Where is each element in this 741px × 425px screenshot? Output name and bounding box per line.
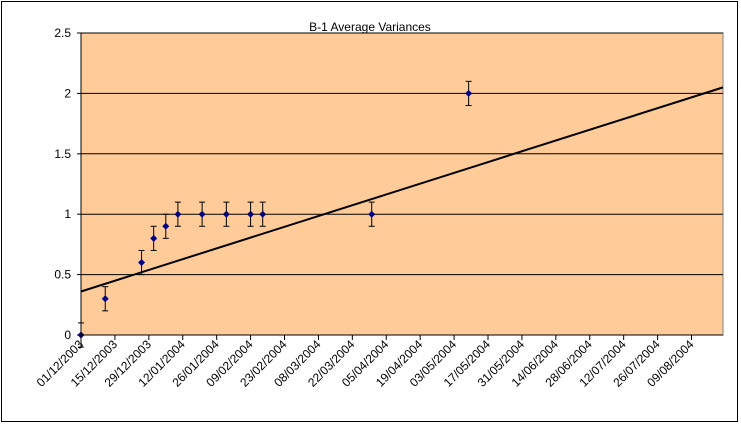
data-point [138, 259, 146, 267]
y-tick-label: 1 [64, 207, 71, 221]
data-point [222, 210, 230, 218]
y-tick-label: 2 [64, 86, 71, 100]
xtick-layer: 01/12/200315/12/200329/12/200312/01/2004… [34, 337, 697, 390]
y-tick-label: 1.5 [54, 147, 71, 161]
y-tick-label: 2.5 [54, 26, 71, 40]
y-tick-label: 0 [64, 328, 71, 342]
axis-layer [80, 33, 723, 340]
trendline [80, 86, 724, 293]
data-point [101, 295, 109, 303]
trend-layer [80, 86, 724, 293]
plot-area [80, 32, 724, 336]
data-point [368, 210, 376, 218]
ytick-layer: 0 0.5 1 1.5 2 2.5 [54, 26, 71, 342]
data-point [174, 210, 182, 218]
data-point [247, 210, 255, 218]
data-point [150, 234, 158, 242]
chart-title: B-1 Average Variances [309, 20, 431, 34]
y-tick-label: 0.5 [54, 268, 71, 282]
data-point [162, 222, 170, 230]
data-point [198, 210, 206, 218]
data-point [259, 210, 267, 218]
point-layer [77, 89, 473, 339]
data-point [465, 89, 473, 97]
